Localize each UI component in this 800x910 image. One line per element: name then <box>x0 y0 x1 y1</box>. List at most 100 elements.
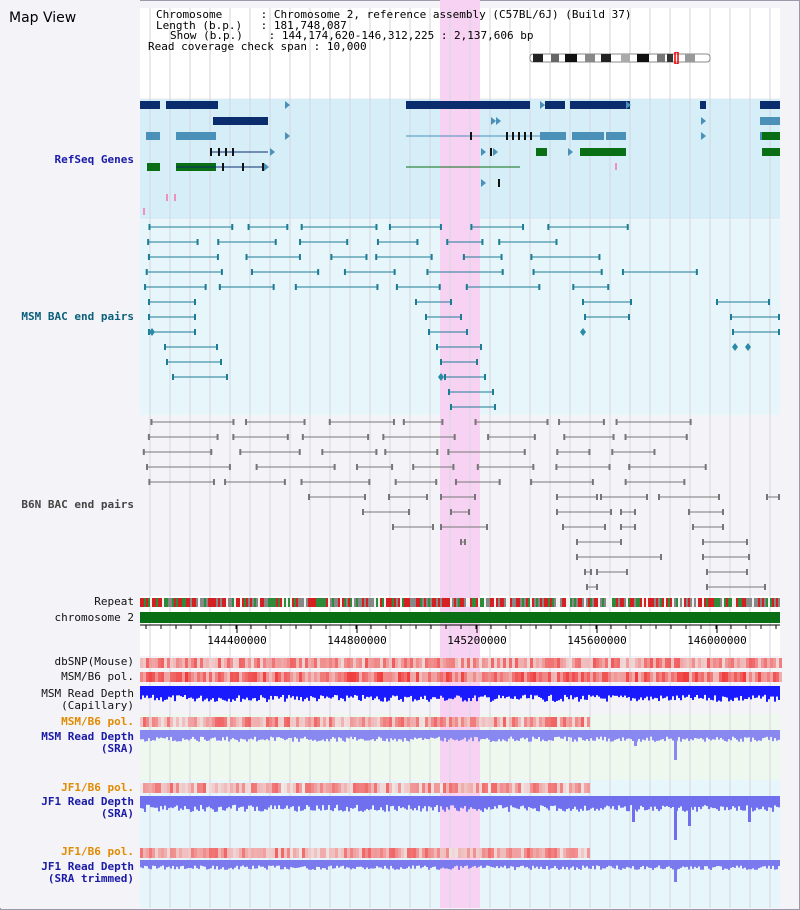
jf1-trimmed-depth-bar <box>552 860 554 869</box>
dbsnp-heat-cell <box>680 658 683 668</box>
chromosome-track-label[interactable]: chromosome 2 <box>54 611 134 624</box>
msm-sra-depth-bar <box>230 730 232 740</box>
msm-b6-pol-heat-cell <box>386 672 389 682</box>
jf1-b6-pol-2-heat-cell <box>518 848 521 858</box>
msm-b6-pol-sra-heat-cell <box>344 717 347 727</box>
jf1-trimmed-depth-bar <box>714 860 716 868</box>
msm-b6-pol-sra-heat-cell <box>356 717 359 727</box>
msm-b6-pol-heat-cell <box>734 672 737 682</box>
jf1-sra-depth-bar <box>168 796 170 809</box>
msm-bac-pair-end <box>428 329 430 335</box>
jf1-trimmed-depth-bar <box>568 860 570 870</box>
msm-sra-depth-bar <box>458 730 460 741</box>
jf1-b6-pol-2-heat-cell <box>533 848 536 858</box>
msm-b6-pol-heat-cell <box>779 672 782 682</box>
jf1-sra-depth-bar <box>302 796 304 811</box>
msm-sra-depth-bar <box>398 730 400 740</box>
track-features[interactable] <box>140 101 782 882</box>
repeat-element <box>384 598 386 607</box>
msm-b6-pol-heat-cell <box>209 672 212 682</box>
msm-b6-pol-heat-cell <box>260 672 263 682</box>
jf1-b6-pol-heat-cell <box>458 783 461 793</box>
msm-sra-depth-bar <box>222 730 224 738</box>
msm-sra-depth-bar <box>544 730 546 742</box>
repeat-element <box>600 598 602 607</box>
msm-bac-pair-end <box>768 299 770 305</box>
msm-capillary-depth-bar <box>476 686 478 702</box>
msm-capillary-depth-bar <box>768 686 770 700</box>
jf1-trimmed-depth-bar <box>198 860 200 870</box>
jf1-sra-depth-bar <box>626 796 628 812</box>
msm-sra-depth-bar <box>250 730 252 739</box>
repeat-element <box>324 598 326 607</box>
jf1-b6-pol-heat-cell <box>443 783 446 793</box>
dbsnp-heat-cell <box>281 658 284 668</box>
jf1-trimmed-depth-bar <box>456 860 458 866</box>
msm-bac-label[interactable]: MSM BAC end pairs <box>21 310 134 323</box>
jf1-b6-pol-2-label[interactable]: JF1/B6 pol. <box>61 845 134 858</box>
jf1-trimmed-depth-bar <box>144 860 146 866</box>
msm-b6-pol-heat-cell <box>182 672 185 682</box>
jf1-depth-trimmed-label[interactable]: JF1 Read Depth <box>41 860 134 873</box>
msm-capillary-depth-bar <box>238 686 240 696</box>
msm-depth-capillary-label[interactable]: MSM Read Depth <box>41 687 134 700</box>
msm-b6-pol-sra-heat-cell <box>563 717 566 727</box>
jf1-sra-depth-bar <box>490 796 492 810</box>
jf1-sra-depth-bar <box>352 796 354 809</box>
msm-capillary-depth-bar <box>422 686 424 700</box>
msm-b6-pol-heat-cell <box>218 672 221 682</box>
repeat-element <box>610 598 612 607</box>
msm-capillary-depth-bar <box>534 686 536 696</box>
msm-b6-pol-label[interactable]: MSM/B6 pol. <box>61 670 134 683</box>
refseq-gene-block <box>700 101 706 109</box>
jf1-trimmed-depth-bar <box>644 860 646 870</box>
vertical-grid <box>149 8 771 908</box>
msm-capillary-depth-bar <box>250 686 252 701</box>
repeat-element <box>662 598 664 607</box>
jf1-b6-pol-heat-cell <box>536 783 539 793</box>
msm-b6-pol-heat-cell <box>374 672 377 682</box>
msm-capillary-depth-bar <box>488 686 490 698</box>
axis-tick-label: 146000000 <box>687 634 747 647</box>
msm-sra-depth-bar <box>332 730 334 737</box>
jf1-b6-pol-heat-cell <box>380 783 383 793</box>
msm-capillary-depth-bar <box>254 686 256 698</box>
b6n-bac-label[interactable]: B6N BAC end pairs <box>21 498 134 511</box>
msm-b6-pol-sra-heat-cell <box>254 717 257 727</box>
msm-b6-pol-sra-label[interactable]: MSM/B6 pol. <box>61 715 134 728</box>
jf1-depth-sra-label[interactable]: JF1 Read Depth <box>41 795 134 808</box>
chromosome-ideogram[interactable] <box>529 52 713 64</box>
dbsnp-heat-cell <box>611 658 614 668</box>
msm-capillary-depth-bar <box>192 686 194 699</box>
dbsnp-heat-cell <box>473 658 476 668</box>
jf1-b6-pol-heat-cell <box>587 783 590 793</box>
refseq-genes-label[interactable]: RefSeq Genes <box>54 153 134 166</box>
refseq-gene-block <box>762 132 780 140</box>
msm-b6-pol-heat-cell <box>548 672 551 682</box>
jf1-b6-pol-2-heat-cell <box>191 848 194 858</box>
dbsnp-label[interactable]: dbSNP(Mouse) <box>54 655 134 668</box>
msm-bac-pair-end <box>299 239 302 245</box>
repeat-element <box>750 598 752 607</box>
msm-capillary-depth-bar <box>322 686 324 696</box>
msm-sra-depth-bar <box>472 730 474 742</box>
jf1-trimmed-depth-bar <box>706 860 708 867</box>
jf1-b6-pol-heat-cell <box>221 783 224 793</box>
msm-capillary-depth-bar <box>772 686 774 697</box>
msm-depth-sra-label[interactable]: MSM Read Depth <box>41 730 134 743</box>
msm-b6-pol-sra-heat-cell <box>257 717 260 727</box>
repeat-element <box>684 598 686 607</box>
dbsnp-heat-cell <box>497 658 500 668</box>
msm-sra-depth-bar <box>172 730 174 742</box>
b6n-bac-pair-end <box>600 494 602 500</box>
repeat-element <box>252 598 254 607</box>
jf1-b6-pol-heat-cell <box>470 783 473 793</box>
jf1-trimmed-depth-bar <box>326 860 328 870</box>
msm-capillary-depth-bar <box>752 686 754 696</box>
jf1-b6-pol-label[interactable]: JF1/B6 pol. <box>61 781 134 794</box>
msm-b6-pol-heat-cell <box>518 672 521 682</box>
repeat-label[interactable]: Repeat <box>94 595 134 608</box>
msm-capillary-depth-bar <box>582 686 584 696</box>
jf1-sra-depth-bar <box>446 796 448 808</box>
